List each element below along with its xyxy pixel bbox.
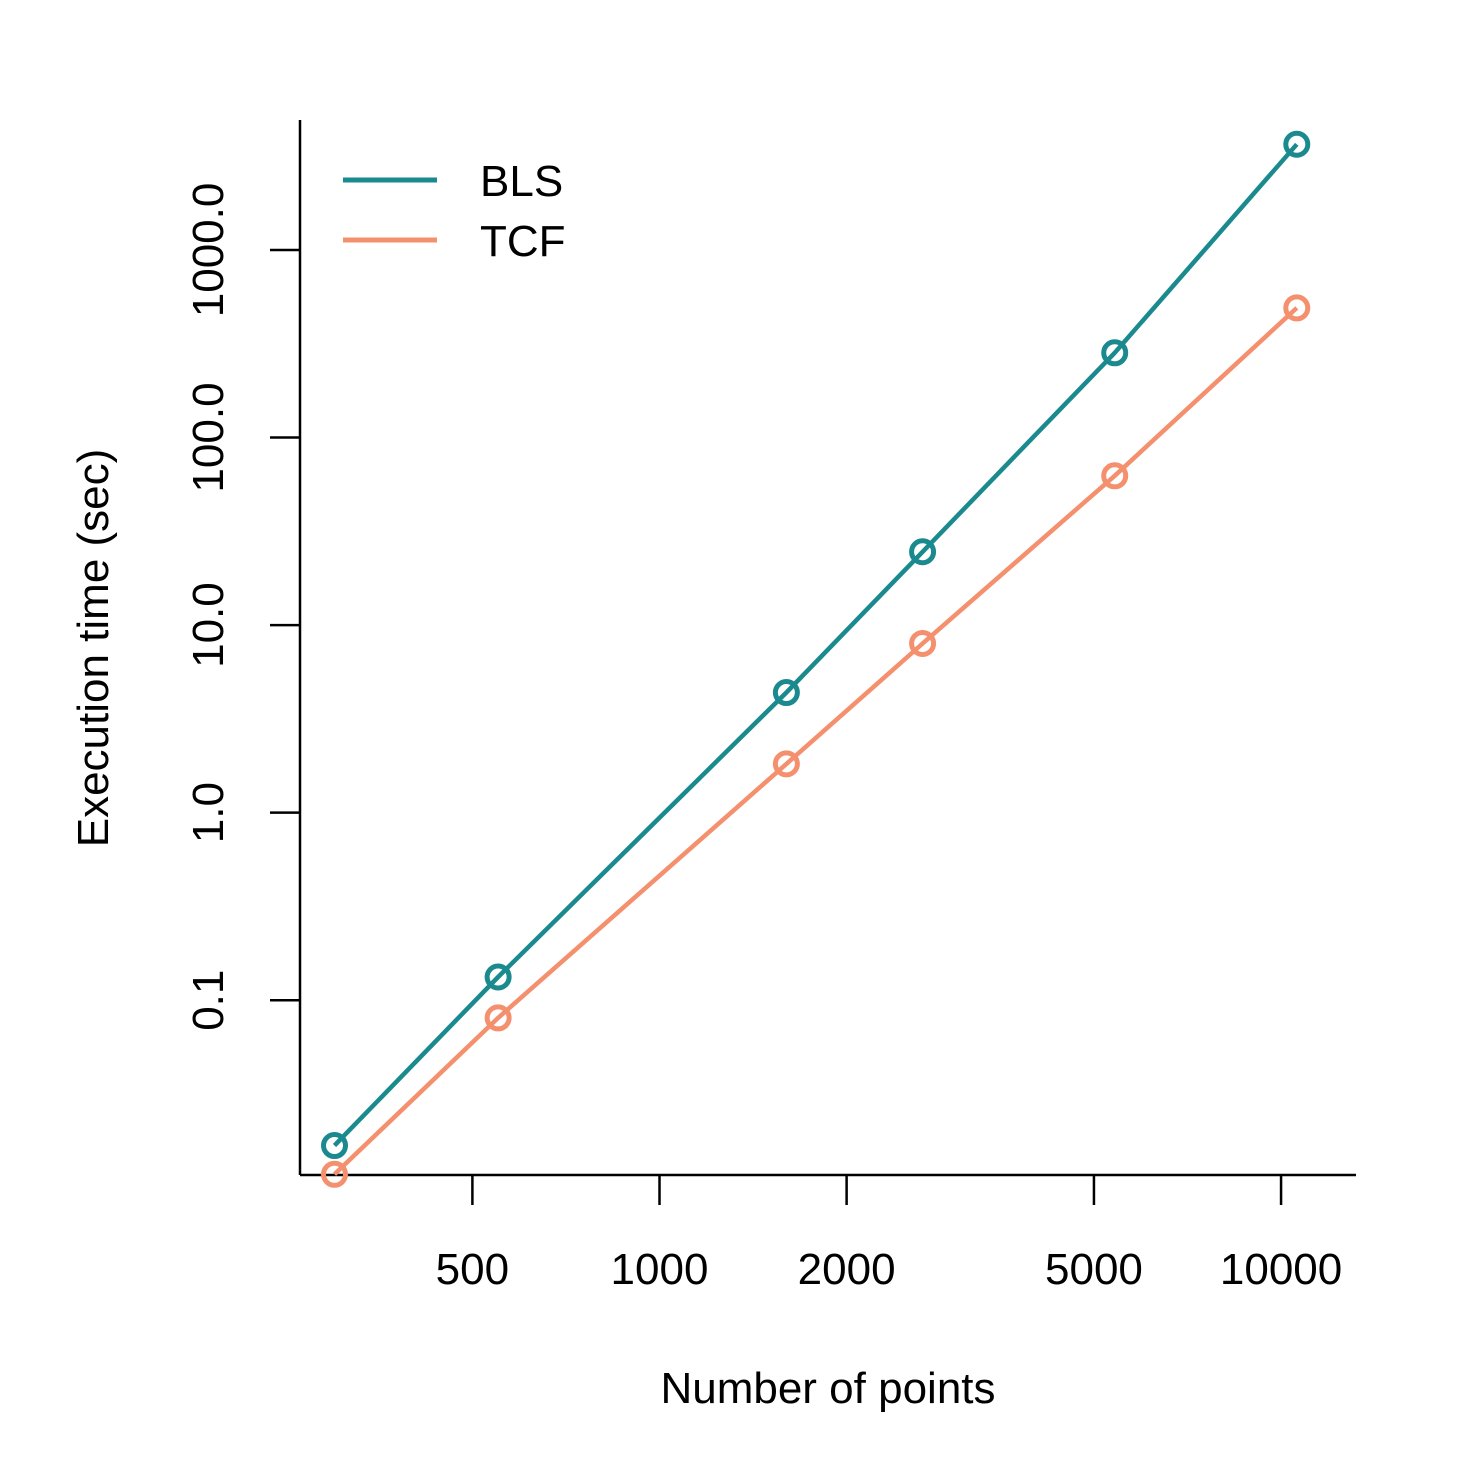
point-tcf-1	[484, 1004, 512, 1032]
point-bls-3	[909, 538, 937, 566]
legend: BLS TCF	[343, 157, 566, 266]
legend-label-bls: BLS	[480, 157, 563, 206]
x-tick-label-1: 1000	[611, 1245, 709, 1294]
series-line-bls	[332, 142, 1299, 1148]
series-layer	[321, 130, 1311, 1188]
legend-label-tcf: TCF	[480, 217, 566, 266]
point-bls-4	[1101, 339, 1129, 367]
y-tick-label-2: 10.0	[184, 582, 233, 668]
point-bls-5	[1283, 130, 1311, 158]
y-ticks: 0.1 1.0 10.0 100.0 1000.0	[184, 183, 300, 1031]
point-tcf-4	[1101, 462, 1129, 490]
y-tick-label-4: 1000.0	[184, 183, 233, 318]
y-tick-label-0: 0.1	[184, 970, 233, 1031]
point-bls-2	[772, 679, 800, 707]
x-axis-title: Number of points	[660, 1364, 995, 1413]
point-tcf-5	[1283, 294, 1311, 322]
y-axis-title: Execution time (sec)	[69, 449, 118, 848]
x-tick-label-4: 10000	[1220, 1245, 1342, 1294]
point-bls-0	[321, 1132, 349, 1160]
series-line-tcf	[332, 306, 1299, 1176]
x-tick-label-3: 5000	[1045, 1245, 1143, 1294]
point-tcf-2	[772, 750, 800, 778]
x-tick-label-0: 500	[436, 1245, 509, 1294]
point-bls-1	[484, 963, 512, 991]
point-tcf-0	[321, 1160, 349, 1188]
x-ticks: 500 1000 2000 5000 10000	[436, 1175, 1342, 1294]
y-tick-label-3: 100.0	[184, 382, 233, 492]
x-tick-label-2: 2000	[798, 1245, 896, 1294]
point-tcf-3	[909, 629, 937, 657]
y-tick-label-1: 1.0	[184, 782, 233, 843]
